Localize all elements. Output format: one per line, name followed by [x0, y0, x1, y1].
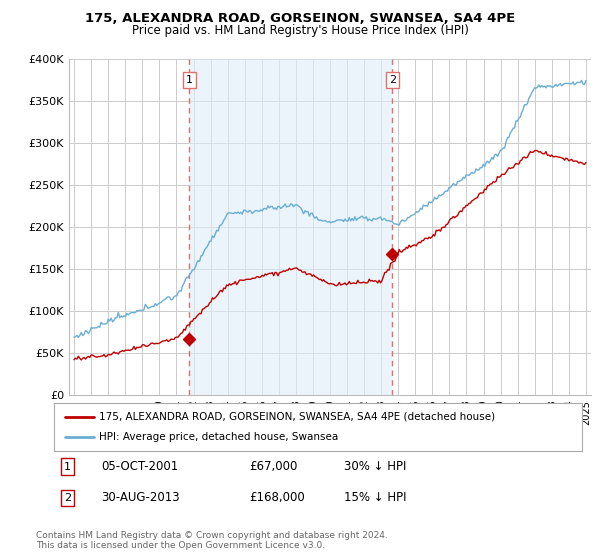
Text: £168,000: £168,000 — [250, 491, 305, 504]
Text: £67,000: £67,000 — [250, 460, 298, 473]
Bar — [190, 59, 392, 395]
Text: 05-OCT-2001: 05-OCT-2001 — [101, 460, 179, 473]
Text: 30% ↓ HPI: 30% ↓ HPI — [344, 460, 407, 473]
Text: 1: 1 — [64, 461, 71, 472]
Text: 2: 2 — [64, 493, 71, 503]
Text: 175, ALEXANDRA ROAD, GORSEINON, SWANSEA, SA4 4PE (detached house): 175, ALEXANDRA ROAD, GORSEINON, SWANSEA,… — [99, 412, 495, 422]
Text: Contains HM Land Registry data © Crown copyright and database right 2024.
This d: Contains HM Land Registry data © Crown c… — [36, 531, 388, 550]
Text: 175, ALEXANDRA ROAD, GORSEINON, SWANSEA, SA4 4PE: 175, ALEXANDRA ROAD, GORSEINON, SWANSEA,… — [85, 12, 515, 25]
Text: 15% ↓ HPI: 15% ↓ HPI — [344, 491, 407, 504]
Text: 2: 2 — [389, 75, 396, 85]
Text: HPI: Average price, detached house, Swansea: HPI: Average price, detached house, Swan… — [99, 432, 338, 442]
Text: 30-AUG-2013: 30-AUG-2013 — [101, 491, 180, 504]
Text: Price paid vs. HM Land Registry's House Price Index (HPI): Price paid vs. HM Land Registry's House … — [131, 24, 469, 36]
Text: 1: 1 — [186, 75, 193, 85]
